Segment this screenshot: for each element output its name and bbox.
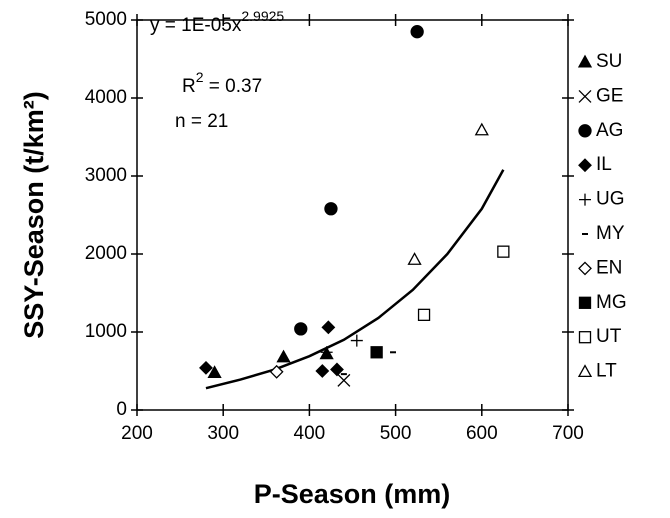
legend-label: SU [596, 51, 622, 72]
legend-label: MY [596, 223, 625, 244]
marker [474, 122, 489, 136]
legend-marker [578, 89, 592, 103]
annotation-sup: 2 [196, 69, 204, 85]
marker [315, 364, 330, 378]
marker [407, 252, 422, 265]
legend-marker [577, 54, 593, 68]
annotation-text: n = 21 [175, 111, 228, 132]
x-tick-label: 200 [121, 423, 153, 444]
legend-label: GE [596, 85, 623, 106]
marker [497, 245, 510, 258]
marker [324, 202, 338, 216]
x-tick-label: 300 [207, 423, 239, 444]
legend-label: IL [596, 154, 612, 175]
x-axis-title: P-Season (mm) [254, 479, 451, 509]
y-tick-label: 4000 [85, 87, 127, 108]
marker [321, 320, 336, 335]
y-tick-label: 2000 [85, 243, 127, 264]
marker [199, 360, 213, 375]
annotation-text: y = 1E-05x [150, 15, 242, 36]
legend-marker [578, 331, 592, 344]
marker [417, 308, 431, 321]
legend-label: UG [596, 189, 625, 210]
annotation-sup: 2.9925 [241, 8, 284, 24]
y-axis-title: SSY-Season (t/km²) [19, 91, 49, 339]
annotation: n = 21 [175, 111, 228, 132]
annotation-text: R [182, 76, 196, 97]
marker [337, 373, 351, 387]
legend-marker [577, 364, 593, 378]
marker [207, 365, 222, 379]
annotation: y = 1E-05x2.9925 [150, 8, 284, 36]
marker [350, 334, 363, 347]
marker [370, 346, 383, 359]
legend-marker [579, 193, 591, 206]
legend-marker [578, 261, 592, 276]
y-tick-label: 1000 [85, 321, 127, 342]
legend-label: LT [596, 361, 617, 382]
x-tick-label: 700 [552, 423, 584, 444]
legend-marker [578, 124, 592, 138]
marker [320, 346, 333, 359]
annotation: R2 = 0.37 [182, 69, 262, 97]
marker [276, 349, 291, 363]
x-tick-label: 600 [466, 423, 498, 444]
plot-frame [136, 19, 569, 411]
y-tick-label: 0 [116, 399, 127, 420]
y-tick-label: 3000 [85, 165, 127, 186]
marker [269, 364, 284, 379]
marker [294, 322, 308, 336]
marker [410, 25, 424, 39]
annotation-text: = 0.37 [204, 76, 263, 97]
legend-label: UT [596, 326, 622, 347]
trendline [205, 169, 505, 390]
x-tick-label: 400 [294, 423, 326, 444]
legend-label: MG [596, 292, 627, 313]
legend-marker [578, 158, 592, 173]
y-tick-label: 5000 [85, 9, 127, 30]
x-tick-label: 500 [380, 423, 412, 444]
legend-label: EN [596, 257, 622, 278]
legend-marker [578, 296, 592, 309]
legend-label: AG [596, 120, 623, 141]
marker [330, 362, 344, 377]
